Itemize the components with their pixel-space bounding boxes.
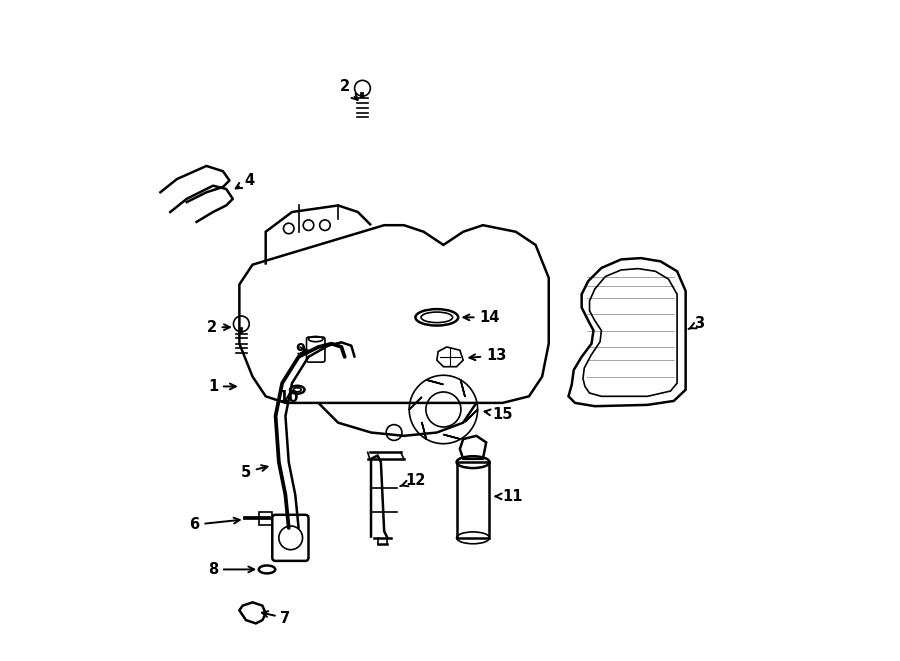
Text: 5: 5 [241,465,267,479]
Text: 2: 2 [207,320,230,334]
Text: 15: 15 [484,407,513,422]
Text: 14: 14 [464,310,500,325]
Text: 1: 1 [208,379,236,394]
Text: 12: 12 [400,473,426,488]
Text: 13: 13 [470,348,507,363]
Text: 4: 4 [236,173,255,188]
Text: 9: 9 [295,343,308,358]
Text: 2: 2 [339,79,357,100]
Text: 11: 11 [496,489,523,504]
Text: 10: 10 [278,390,299,405]
Text: 6: 6 [190,517,239,532]
Text: 3: 3 [688,317,704,331]
Text: 8: 8 [208,562,254,577]
Text: 7: 7 [262,611,291,626]
